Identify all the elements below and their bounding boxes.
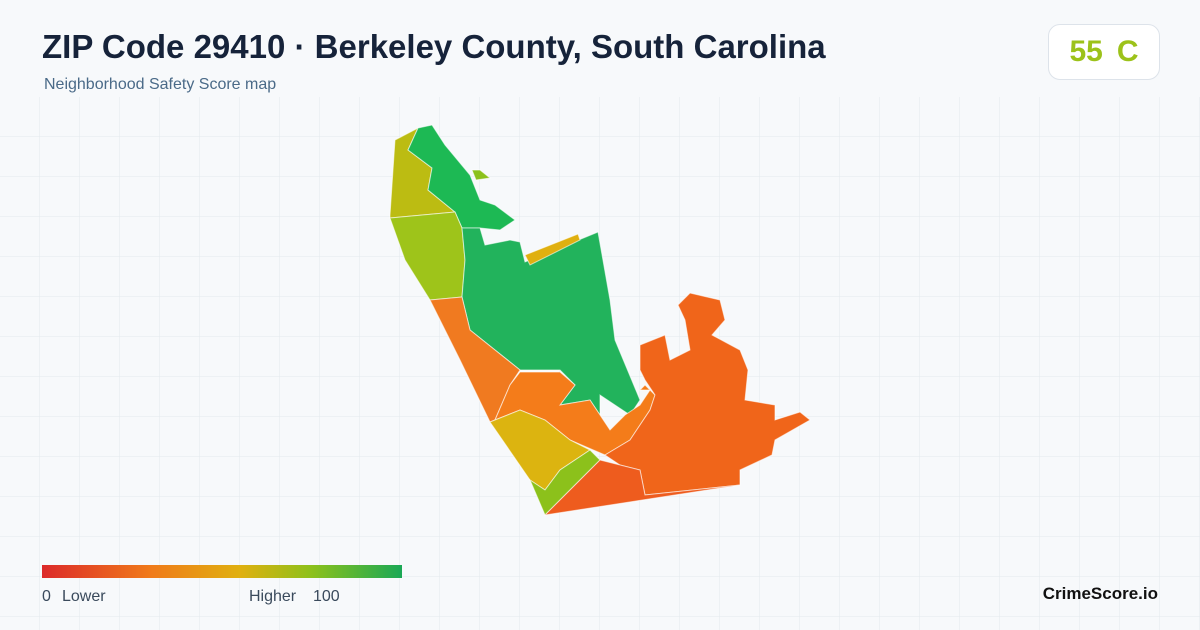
score: 55 [1069, 35, 1103, 68]
legend-bar [42, 565, 402, 578]
subtitle: Neighborhood Safety Score map [44, 76, 277, 93]
area [407, 124, 516, 231]
zip-areas [389, 124, 811, 516]
legend-max-label: Higher [249, 588, 297, 605]
legend-min-label: Lower [62, 588, 106, 605]
area [429, 296, 521, 423]
brand: CrimeScore.io [1042, 584, 1158, 603]
legend-max: 100 [313, 588, 340, 605]
legend-min: 0 [42, 588, 51, 605]
grade: C [1116, 35, 1139, 68]
score-badge: 55 C [1048, 24, 1160, 80]
area [524, 233, 581, 266]
area [543, 459, 741, 516]
area [604, 292, 811, 496]
title: ZIP Code 29410 · Berkeley County, South … [42, 28, 826, 65]
area [471, 169, 492, 181]
